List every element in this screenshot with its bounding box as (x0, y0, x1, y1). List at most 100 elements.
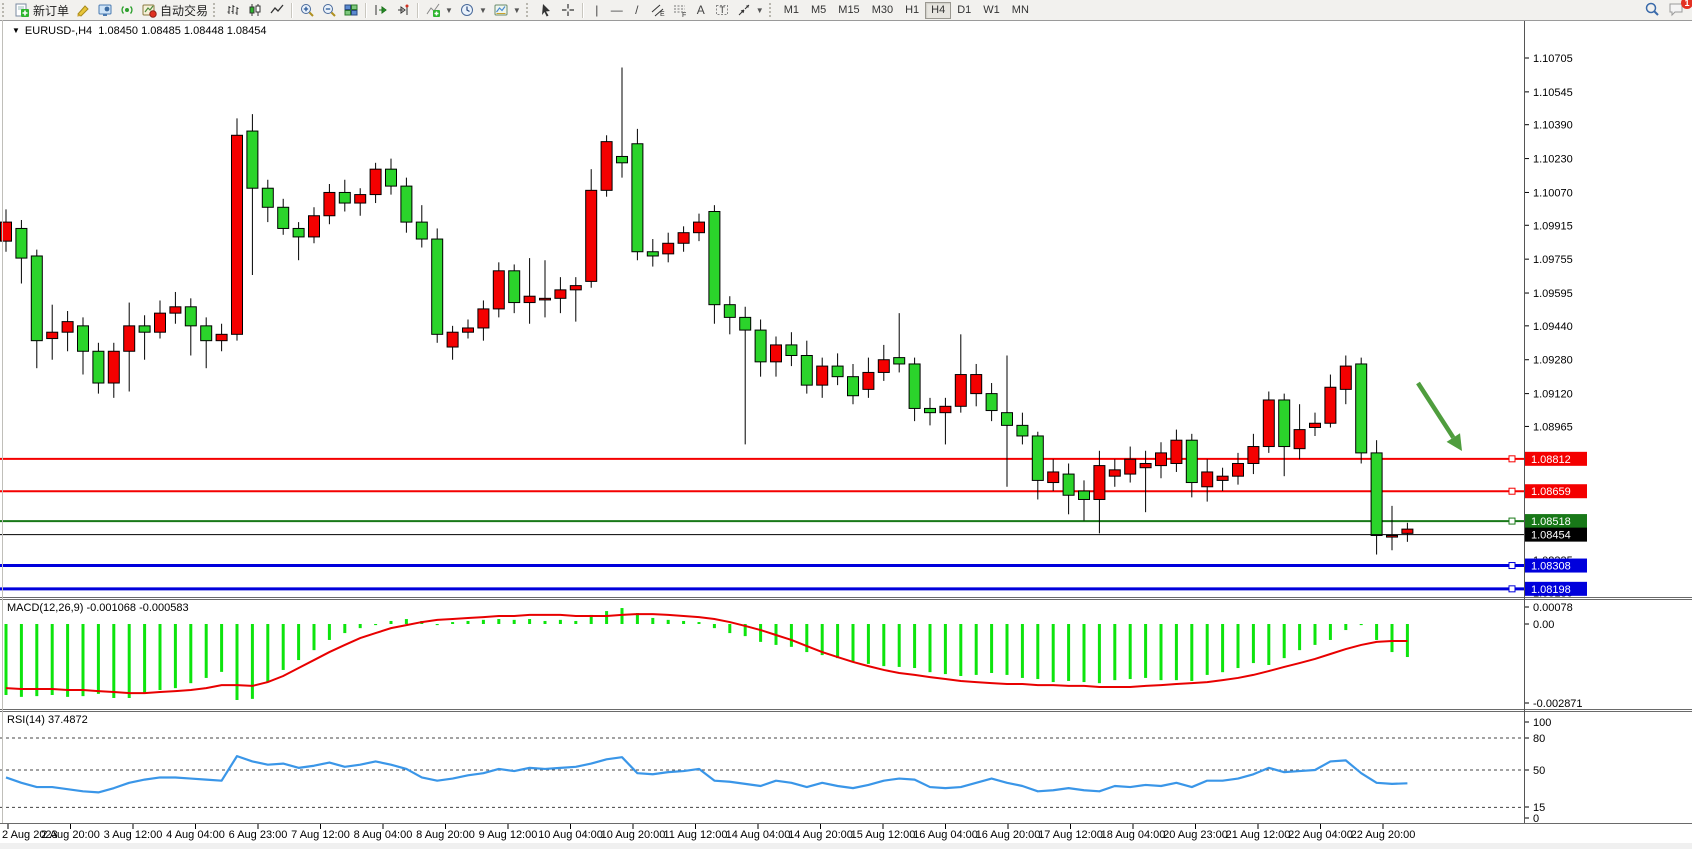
rsi-axis-tick: 100 (1533, 717, 1551, 729)
templates-button[interactable]: ▼ (490, 1, 524, 19)
signals-button[interactable] (116, 1, 138, 19)
chart-area[interactable]: 1.10705 1.10545 1.10390 1.10230 1.10070 1.099… (0, 20, 1692, 849)
channel-tool-button[interactable]: E (647, 1, 669, 19)
crosshair-icon (560, 2, 576, 18)
trendline-tool-button[interactable]: / (627, 1, 647, 19)
zoom-in-icon (299, 2, 315, 18)
price-axis-tick: 1.08965 (1533, 421, 1573, 433)
svg-text:E: E (660, 11, 665, 18)
chart-ohlc-values: 1.08450 1.08485 1.08448 1.08454 (98, 25, 267, 37)
cursor-tool-button[interactable] (535, 1, 557, 19)
timeframe-button-h1[interactable]: H1 (905, 4, 920, 16)
search-icon[interactable] (1644, 1, 1660, 20)
chart-shift-icon (395, 2, 411, 18)
bar-chart-button[interactable] (222, 1, 244, 19)
chart-plot-area[interactable] (0, 22, 1524, 597)
tile-windows-button[interactable] (340, 1, 362, 19)
hline-handle[interactable] (1508, 517, 1516, 525)
vertical-line-icon: | (595, 3, 599, 17)
timeframe-button-w1[interactable]: W1 (983, 4, 1000, 16)
auto-trading-button[interactable]: 自动交易 (138, 1, 211, 19)
svg-text:T: T (719, 5, 725, 15)
price-axis-tick: 1.10390 (1533, 120, 1573, 132)
hline-handle[interactable] (1508, 585, 1516, 593)
timeframe-button-m15[interactable]: M15 (838, 4, 860, 16)
hline-handle[interactable] (1508, 487, 1516, 495)
price-axis-tick: 1.09755 (1533, 254, 1573, 266)
notifications-button[interactable]: 1 (1668, 0, 1692, 20)
time-axis-label: 2 Aug 2023 (2, 829, 58, 841)
time-axis-label: 4 Aug 04:00 (166, 829, 225, 841)
crayon-icon (75, 2, 91, 18)
candlestick-chart-button[interactable] (244, 1, 266, 19)
chart-title: ▼ EURUSD-,H4 1.08450 1.08485 1.08448 1.08… (12, 25, 267, 37)
timeframe-button-m5[interactable]: M5 (811, 4, 827, 16)
time-axis-label: 15 Aug 12:00 (851, 829, 916, 841)
toolbar-grip[interactable] (768, 3, 776, 17)
text-tool-button[interactable]: A (691, 1, 711, 19)
toolbar-grip[interactable] (2, 3, 9, 17)
price-axis-tick: 1.09120 (1533, 389, 1573, 401)
chevron-down-icon: ▼ (445, 5, 453, 15)
collapse-triangle-icon[interactable]: ▼ (12, 26, 20, 35)
hline-price-label: 1.08198 (1531, 584, 1571, 596)
macd-pane: 0.00078 0.00 -0.002871 (4, 602, 1583, 710)
crosshair-tool-button[interactable] (557, 1, 579, 19)
text-icon: A (696, 3, 705, 17)
fibonacci-tool-button[interactable]: F (669, 1, 691, 19)
zoom-out-button[interactable] (318, 1, 340, 19)
timeframe-button-m30[interactable]: M30 (871, 4, 894, 16)
indicators-button[interactable]: ▼ (422, 1, 456, 19)
macd-axis-tick: 0.00 (1533, 619, 1554, 631)
shapes-tool-button[interactable]: ▼ (733, 1, 767, 19)
price-axis-tick: 1.09595 (1533, 288, 1573, 300)
zoom-in-button[interactable] (296, 1, 318, 19)
horizontal-line-icon: — (610, 3, 623, 17)
candlestick-series (0, 67, 1414, 555)
new-order-button[interactable]: 新订单 (11, 1, 72, 19)
svg-text:F: F (682, 12, 686, 18)
toolbar-separator (291, 2, 294, 18)
timeframe-button-m1[interactable]: M1 (783, 4, 799, 16)
price-axis-tick: 1.09440 (1533, 321, 1573, 333)
hline-handle[interactable] (1508, 455, 1516, 463)
price-axis-tick: 1.09280 (1533, 355, 1573, 367)
zoom-out-icon (321, 2, 337, 18)
vertical-line-tool-button[interactable]: | (587, 1, 607, 19)
chevron-down-icon: ▼ (478, 5, 487, 15)
current-price-label: 1.08454 (1531, 530, 1571, 542)
toolbar-grip[interactable] (525, 3, 533, 17)
annotation-arrow[interactable] (1416, 381, 1462, 451)
toolbar-grip[interactable] (213, 3, 220, 17)
periods-button[interactable]: ▼ (456, 1, 490, 19)
rsi-pane: 100 80 50 150 (0, 717, 1551, 825)
cursor-icon (538, 2, 554, 18)
text-label-tool-button[interactable]: T (711, 1, 733, 19)
template-icon (493, 2, 509, 18)
hline-handle[interactable] (1508, 562, 1516, 570)
horizontal-line-tool-button[interactable]: — (607, 1, 627, 19)
timeframe-button-d1[interactable]: D1 (957, 4, 972, 16)
chevron-down-icon: ▼ (512, 5, 521, 15)
time-axis-label: 16 Aug 20:00 (976, 829, 1041, 841)
line-chart-icon (269, 2, 285, 18)
new-order-label: 新订单 (33, 3, 70, 18)
hline-price-label: 1.08812 (1531, 454, 1571, 466)
auto-scroll-button[interactable] (370, 1, 392, 19)
styler-button[interactable] (72, 1, 94, 19)
macd-axis-tick: -0.002871 (1533, 698, 1583, 710)
chart-shift-button[interactable] (392, 1, 414, 19)
notification-badge: 1 (1681, 0, 1692, 9)
timeframe-button-h4[interactable]: H4 (925, 1, 952, 19)
rsi-axis-tick: 80 (1533, 733, 1545, 745)
time-axis-label: 7 Aug 12:00 (291, 829, 350, 841)
market-watch-button[interactable] (94, 1, 116, 19)
timeframe-toolbar: M1 M5 M15 M30 H1 H4 D1 W1 MN (778, 1, 1035, 19)
line-chart-button[interactable] (266, 1, 288, 19)
timeframe-button-mn[interactable]: MN (1011, 4, 1029, 16)
time-axis-label: 10 Aug 20:00 (601, 829, 666, 841)
price-axis-tick: 1.10070 (1533, 187, 1573, 199)
toolbar-separator (581, 2, 584, 18)
time-axis-label: 8 Aug 20:00 (416, 829, 475, 841)
